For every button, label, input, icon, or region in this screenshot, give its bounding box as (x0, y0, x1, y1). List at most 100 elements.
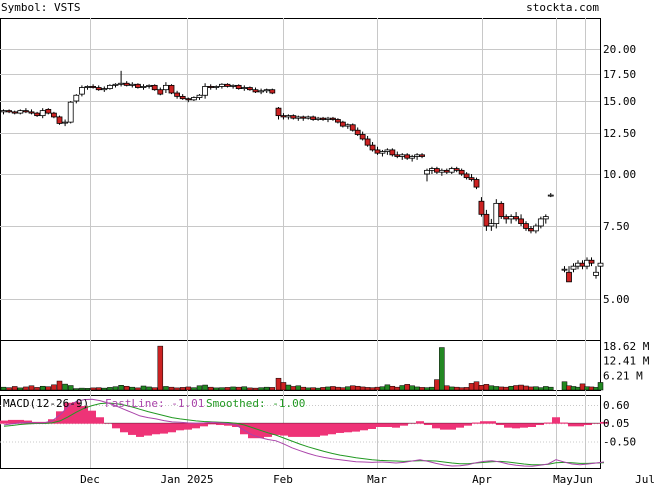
candle (508, 214, 515, 224)
volume-bar (340, 387, 346, 391)
candle-body (196, 94, 203, 98)
candle (443, 168, 450, 174)
candle-body (561, 268, 568, 271)
candle-body (566, 271, 572, 283)
volume-bar (409, 385, 415, 391)
candle-body (62, 121, 68, 124)
volume-bar (498, 386, 504, 391)
candle (359, 131, 366, 141)
candle (263, 88, 270, 94)
volume-bar (379, 386, 386, 391)
candle-body (458, 169, 465, 175)
symbol-label: Symbol: VSTS (1, 1, 80, 14)
price-tick-label: 15.00 (603, 95, 636, 108)
candle-body (252, 89, 259, 93)
macd-histogram-bar (240, 423, 248, 435)
candle (533, 223, 539, 234)
macd-histogram-bar (552, 417, 560, 424)
macd-histogram-bar (104, 423, 112, 424)
volume-panel (0, 340, 601, 391)
volume-bar (28, 385, 35, 391)
volume-bar (219, 387, 225, 391)
candle-body (157, 89, 164, 95)
volume-bar (330, 386, 336, 391)
candle (409, 154, 416, 162)
candle (597, 260, 604, 270)
macd-histogram-bar (464, 423, 472, 426)
candle (275, 106, 282, 120)
macd-histogram-bar (216, 423, 224, 426)
volume-bar (424, 387, 430, 391)
macd-histogram-bar (8, 419, 16, 424)
volume-bar (354, 385, 361, 391)
macd-panel (0, 395, 601, 469)
candle (483, 209, 490, 231)
macd-histogram-bar (128, 423, 136, 435)
macd-histogram-bar (192, 423, 200, 429)
volume-bar (518, 384, 524, 391)
volume-bar (310, 387, 316, 391)
macd-histogram-bar (312, 423, 320, 437)
candle (478, 197, 485, 217)
candle-body (429, 168, 435, 171)
volume-bar (112, 386, 119, 391)
candle-body (409, 156, 416, 159)
volume-bar (79, 387, 85, 391)
candle (207, 84, 214, 90)
candle-body (404, 154, 411, 159)
candle (112, 83, 119, 88)
candle-body (101, 88, 108, 91)
candle-body (325, 117, 331, 120)
candle-body (179, 95, 186, 100)
candle (196, 94, 203, 100)
candle-body (123, 82, 130, 86)
candle-body (597, 262, 604, 267)
candle-body (11, 111, 18, 114)
candle (241, 85, 248, 91)
macd-histogram-bar (56, 411, 64, 424)
candle-body (207, 86, 214, 88)
candle-body (6, 110, 12, 113)
macd-histogram-bar (432, 423, 440, 429)
volume-bar (434, 379, 440, 391)
candle (235, 84, 242, 90)
candle (252, 87, 259, 94)
macd-fastline-label: FastLine: -1.01 (105, 397, 204, 410)
candle (404, 153, 411, 160)
candle (157, 87, 164, 96)
candle (305, 115, 312, 120)
macd-histogram-bar (208, 423, 216, 425)
candle (458, 168, 465, 176)
candle (344, 123, 351, 129)
volume-tick-label: 6.21 M (603, 369, 643, 382)
candle-body (389, 149, 396, 156)
candle (561, 266, 568, 273)
candle (593, 266, 599, 279)
volume-bar (419, 387, 425, 391)
candle-body (508, 216, 515, 220)
volume-bar (533, 386, 539, 391)
candle-body (112, 83, 119, 86)
candle (107, 84, 113, 90)
macd-histogram-bar (384, 423, 392, 428)
volume-bar (101, 387, 108, 391)
macd-histogram-bar (152, 423, 160, 435)
macd-histogram-bar (512, 423, 520, 429)
candle (285, 114, 292, 120)
candle (202, 83, 209, 99)
candle (493, 199, 500, 229)
macd-histogram-bar (376, 423, 384, 428)
macd-histogram-bar (456, 423, 464, 428)
candle-body (22, 110, 29, 113)
candle (290, 114, 297, 120)
candle-body (151, 84, 158, 91)
candle (140, 84, 147, 90)
candle (339, 120, 346, 128)
volume-bar (123, 385, 130, 391)
site-label[interactable]: stockta.com (526, 1, 599, 14)
candle (34, 111, 40, 117)
candle (518, 214, 524, 226)
volume-bar (290, 386, 297, 391)
candle (310, 115, 317, 121)
candle (79, 85, 85, 97)
